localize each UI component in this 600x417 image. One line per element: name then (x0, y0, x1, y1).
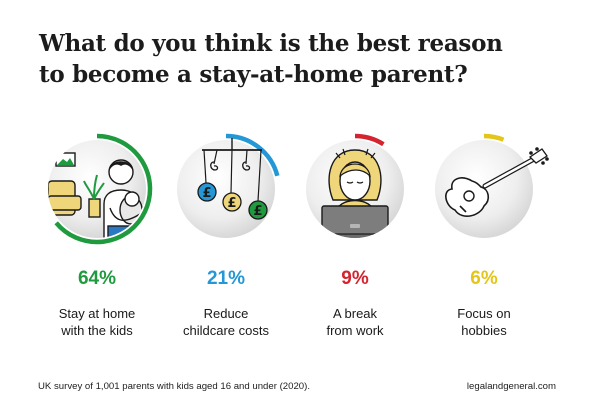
source-note: UK survey of 1,001 parents with kids age… (38, 381, 310, 392)
title-line-1: What do you think is the best reason (39, 30, 503, 57)
progress-arc-break (354, 133, 385, 147)
value-label-break: 9% (341, 268, 369, 289)
category-label-line: Reduce (203, 306, 249, 321)
category-label-line: with the kids (61, 323, 133, 338)
category-label-line: hobbies (461, 323, 507, 338)
progress-arc-hobbies (483, 133, 505, 142)
category-label-line: from work (326, 323, 384, 338)
chart-title: What do you think is the best reason to … (39, 28, 509, 90)
category-label-line: A break (332, 306, 378, 321)
category-label-childcare: Reduce childcare costs (161, 305, 291, 339)
value-label-hobbies: 6% (470, 268, 498, 289)
person-at-laptop-icon (321, 148, 389, 238)
guitar-icon (445, 147, 549, 218)
category-label-line: childcare costs (183, 323, 269, 338)
value-label-childcare: 21% (206, 268, 246, 289)
site-link[interactable]: legalandgeneral.com (466, 381, 556, 392)
value-label-stay-home: 64% (77, 268, 117, 289)
category-label-hobbies: Focus on hobbies (419, 305, 549, 339)
category-label-line: Stay at home (58, 306, 136, 321)
title-line-2: to become a stay-at-home parent? (39, 61, 468, 88)
progress-arc-stay-home (54, 133, 153, 245)
svg-text:£: £ (253, 204, 262, 219)
progress-arc-childcare (225, 133, 280, 177)
svg-text:£: £ (227, 196, 236, 211)
parent-holding-baby-icon (48, 152, 143, 238)
category-label-break: A break from work (290, 305, 420, 339)
category-label-line: Focus on (457, 306, 511, 321)
pound-mobile-icon: £ £ £ (197, 138, 268, 220)
category-label-stay-home: Stay at home with the kids (32, 305, 162, 339)
svg-text:£: £ (202, 186, 211, 201)
